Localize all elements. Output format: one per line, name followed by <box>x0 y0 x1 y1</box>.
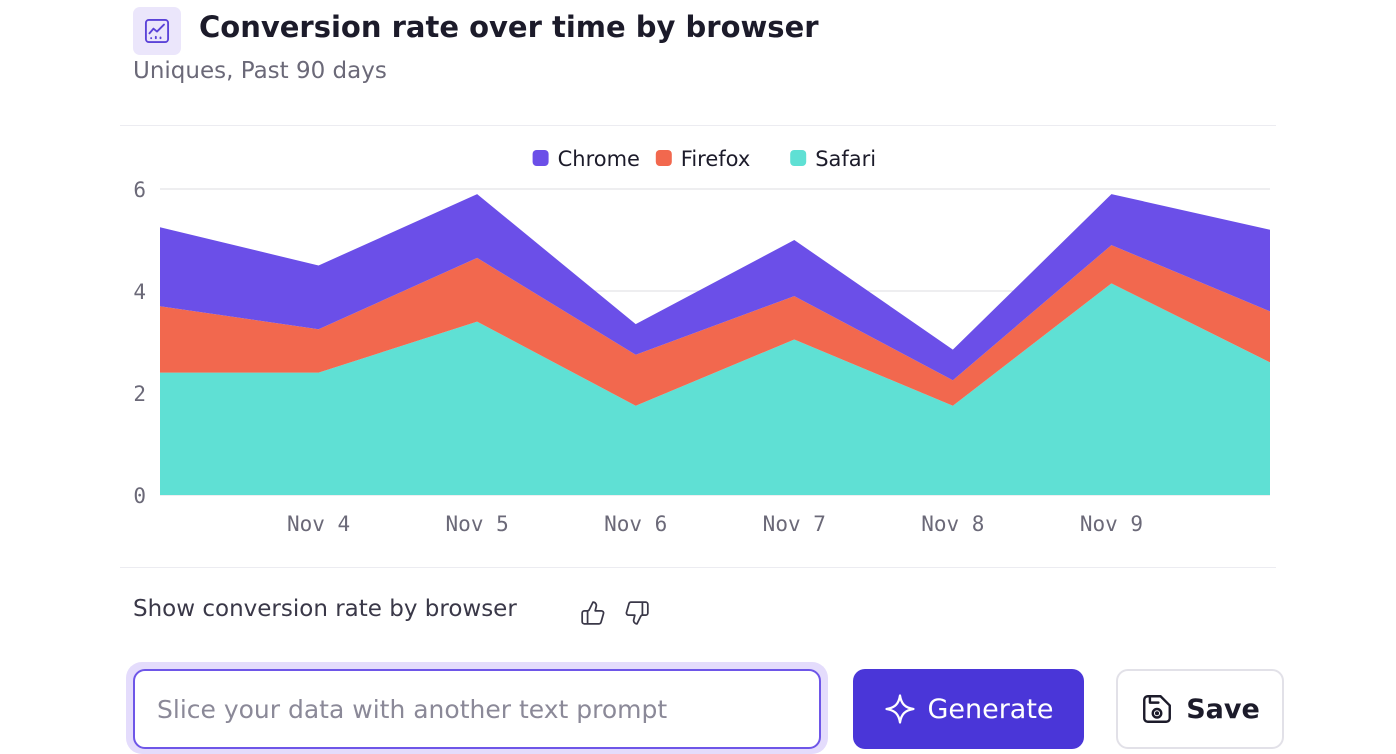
sparkle-icon <box>885 694 916 724</box>
stacked-area-chart: Chrome Firefox Safari 0 2 4 6 Nov 4 Nov 5 Nov 6… <box>133 147 1270 536</box>
save-icon <box>1143 695 1172 723</box>
divider-top <box>120 125 1276 126</box>
generate-button[interactable]: Generate <box>853 669 1084 749</box>
x-tick-label: Nov 8 <box>921 512 984 536</box>
thumbs-up-icon[interactable] <box>580 600 606 626</box>
x-tick-label: Nov 6 <box>604 512 667 536</box>
area-safari <box>160 283 1270 495</box>
y-tick-label: 2 <box>133 382 146 406</box>
area-chrome <box>160 194 1270 381</box>
area-firefox <box>160 245 1270 406</box>
legend-swatch <box>532 150 549 166</box>
generate-button-label: Generate <box>927 693 1054 725</box>
save-button-label: Save <box>1186 693 1260 725</box>
legend-swatch <box>790 150 807 166</box>
legend-item-firefox[interactable]: Firefox <box>655 147 751 171</box>
x-axis-ticks: Nov 4 Nov 5 Nov 6 Nov 7 Nov 8 Nov 9 <box>287 512 1143 536</box>
x-tick-label: Nov 4 <box>287 512 350 536</box>
legend-label: Chrome <box>558 147 640 171</box>
legend-item-safari[interactable]: Safari <box>790 147 876 171</box>
legend-label: Safari <box>815 147 876 171</box>
chart-title: Conversion rate over time by browser <box>199 10 819 44</box>
y-tick-label: 0 <box>133 484 146 508</box>
y-tick-label: 4 <box>133 280 146 304</box>
save-button[interactable]: Save <box>1116 669 1284 749</box>
chart-areas <box>160 194 1270 495</box>
divider-bottom <box>120 567 1276 568</box>
x-tick-label: Nov 5 <box>446 512 509 536</box>
line-chart-icon <box>133 7 181 55</box>
chart-legend: Chrome Firefox Safari <box>532 147 876 171</box>
prompt-input[interactable] <box>133 669 821 749</box>
legend-label: Firefox <box>681 147 751 171</box>
x-tick-label: Nov 9 <box>1080 512 1143 536</box>
thumbs-down-icon[interactable] <box>624 600 650 626</box>
y-tick-label: 6 <box>133 178 146 202</box>
y-axis-ticks: 0 2 4 6 <box>133 178 146 508</box>
legend-item-chrome[interactable]: Chrome <box>532 147 640 171</box>
legend-swatch <box>655 150 672 166</box>
x-tick-label: Nov 7 <box>763 512 826 536</box>
chart-subtitle: Uniques, Past 90 days <box>133 58 387 84</box>
prompt-text: Show conversion rate by browser <box>133 596 517 622</box>
